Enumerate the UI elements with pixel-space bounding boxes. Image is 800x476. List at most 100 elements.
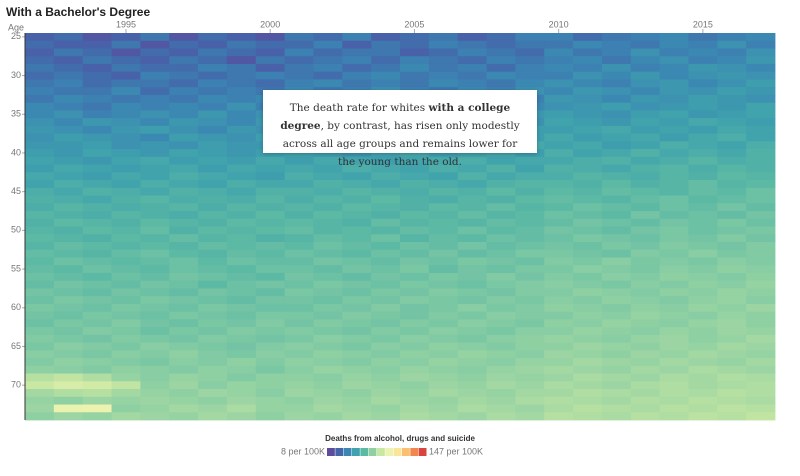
heat-cell: [25, 141, 55, 150]
heat-cell: [255, 303, 286, 313]
heat-cell: [688, 296, 718, 305]
heat-cell: [544, 63, 574, 73]
heat-cell: [630, 187, 661, 196]
heat-cell: [573, 187, 603, 196]
heat-cell: [659, 265, 689, 274]
heat-cell: [371, 40, 401, 49]
heat-cell: [688, 40, 718, 49]
heat-cell: [630, 303, 661, 313]
heat-cell: [226, 226, 257, 235]
legend-swatch: [418, 448, 427, 456]
heat-cell: [342, 381, 372, 390]
heat-cell: [688, 365, 718, 374]
heat-cell: [573, 164, 603, 173]
heat-cell: [659, 342, 689, 351]
heat-cell: [342, 180, 372, 189]
heat-cell: [717, 311, 747, 320]
heat-cell: [255, 334, 286, 343]
heat-cell: [573, 311, 603, 320]
heat-cell: [544, 319, 574, 328]
heat-cell: [111, 203, 141, 212]
heat-cell: [284, 79, 314, 88]
heat-cell: [82, 56, 112, 65]
heat-cell: [284, 164, 314, 173]
heat-cell: [82, 241, 112, 251]
x-tick-label: 2005: [404, 19, 424, 29]
heat-cell: [659, 296, 689, 305]
heat-cell: [255, 40, 286, 49]
heat-cell: [342, 249, 372, 258]
heat-cell: [717, 187, 747, 196]
heat-cell: [313, 71, 343, 80]
heat-cell: [717, 404, 747, 413]
heat-cell: [717, 303, 747, 313]
heat-cell: [25, 125, 55, 135]
heat-cell: [169, 141, 199, 150]
heat-cell: [544, 249, 574, 258]
heat-cell: [140, 342, 170, 351]
heat-cell: [342, 187, 372, 196]
heat-cell: [53, 195, 84, 204]
heat-cell: [226, 156, 257, 165]
y-tick-label: 40: [11, 147, 21, 157]
heat-cell: [746, 195, 776, 204]
heat-cell: [457, 180, 487, 189]
heat-cell: [515, 195, 545, 204]
heat-cell: [53, 288, 84, 297]
heat-cell: [630, 203, 661, 212]
heat-cell: [630, 48, 661, 57]
heat-cell: [371, 319, 401, 328]
heat-cell: [746, 389, 776, 398]
heat-cell: [688, 226, 718, 235]
heat-cell: [25, 218, 55, 227]
heat-cell: [140, 79, 170, 88]
heat-cell: [746, 350, 776, 359]
heat-cell: [601, 412, 632, 421]
heat-cell: [601, 94, 632, 104]
heat-cell: [486, 296, 516, 305]
heat-cell: [342, 203, 372, 212]
heat-cell: [573, 327, 603, 336]
heat-cell: [284, 311, 314, 320]
heat-cell: [140, 280, 170, 289]
heat-cell: [659, 40, 689, 49]
heat-cell: [169, 373, 199, 382]
heat-cell: [111, 172, 141, 181]
heat-cell: [111, 87, 141, 96]
heat-cell: [630, 350, 661, 359]
heat-cell: [226, 296, 257, 305]
heat-cell: [746, 296, 776, 305]
heat-cell: [140, 33, 170, 42]
heat-cell: [82, 141, 112, 150]
heat-cell: [573, 118, 603, 127]
heat-cell: [601, 218, 632, 227]
heat-cell: [226, 272, 257, 282]
heat-cell: [371, 249, 401, 258]
heat-cell: [342, 71, 372, 80]
heat-cell: [255, 79, 286, 88]
heat-cell: [601, 87, 632, 96]
heat-cell: [140, 56, 170, 65]
heat-cell: [53, 249, 84, 258]
heat-cell: [284, 265, 314, 274]
heat-cell: [457, 187, 487, 196]
heat-cell: [630, 334, 661, 343]
heat-cell: [428, 234, 459, 243]
heat-cell: [140, 102, 170, 111]
heat-cell: [342, 63, 372, 73]
heat-cell: [717, 156, 747, 165]
heat-cell: [284, 396, 314, 405]
heat-cell: [400, 319, 430, 328]
heat-cell: [53, 342, 84, 351]
heat-cell: [601, 125, 632, 135]
heat-cell: [717, 257, 747, 266]
heat-cell: [428, 319, 459, 328]
heat-cell: [601, 234, 632, 243]
heat-cell: [169, 226, 199, 235]
heat-cell: [544, 56, 574, 65]
heat-cell: [111, 265, 141, 274]
heat-cell: [688, 234, 718, 243]
heat-cell: [25, 241, 55, 251]
heat-cell: [313, 327, 343, 336]
heat-cell: [111, 164, 141, 173]
